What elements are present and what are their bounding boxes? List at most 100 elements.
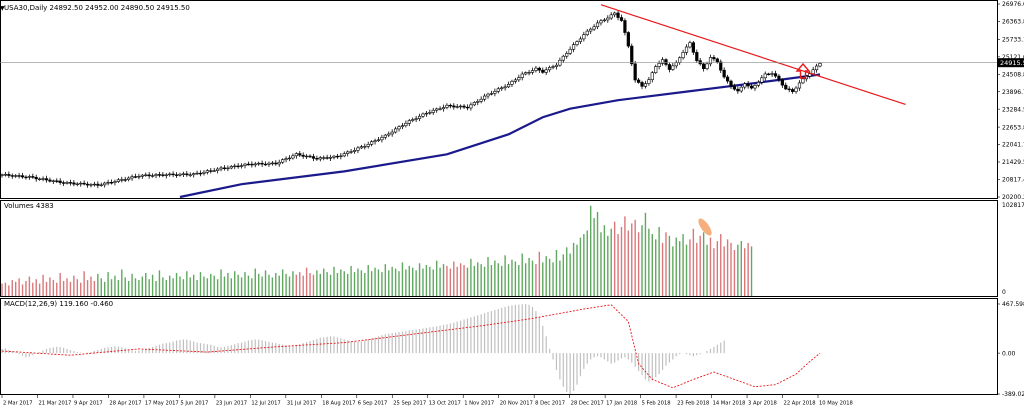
candle-body bbox=[517, 77, 521, 81]
candle-body bbox=[660, 59, 665, 64]
candle-body bbox=[571, 44, 576, 50]
candle-body bbox=[284, 158, 288, 161]
price-tick-label: 25121.00 bbox=[1002, 54, 1024, 61]
candle-body bbox=[212, 170, 216, 172]
moving-average-line bbox=[179, 73, 821, 199]
candle-body bbox=[441, 107, 446, 110]
candle-body bbox=[609, 14, 613, 19]
candle-body bbox=[397, 126, 401, 130]
candle-body bbox=[373, 140, 377, 143]
volume-panel-title: Volumes 4383 bbox=[4, 202, 54, 210]
candle-body bbox=[729, 80, 733, 87]
candle-body bbox=[715, 58, 719, 63]
candle-body bbox=[3, 174, 8, 176]
candle-body bbox=[794, 87, 798, 92]
macd-layer: 467.598 0.00 -389.024 bbox=[1, 301, 1024, 398]
time-tick-label: 8 Dec 2017 bbox=[535, 401, 565, 407]
candle-body bbox=[287, 157, 292, 160]
candle-body bbox=[253, 163, 257, 166]
candle-body bbox=[732, 86, 737, 90]
candle-body bbox=[294, 153, 298, 157]
candle-body bbox=[359, 146, 363, 149]
time-tick-label: 5 Jun 2017 bbox=[180, 401, 208, 407]
candle-body bbox=[568, 48, 572, 54]
candle-body bbox=[749, 85, 754, 89]
candle-body bbox=[414, 118, 418, 120]
candle-body bbox=[725, 76, 730, 82]
candle-body bbox=[595, 22, 600, 28]
candle-body bbox=[469, 104, 473, 109]
candle-body bbox=[92, 183, 97, 186]
candle-body bbox=[486, 93, 490, 97]
candle-body bbox=[650, 72, 654, 80]
candle-body bbox=[250, 163, 254, 166]
candle-body bbox=[407, 120, 411, 124]
candle-body bbox=[281, 159, 285, 163]
time-tick-label: 17 Jan 2018 bbox=[606, 401, 637, 407]
candle-body bbox=[257, 162, 261, 165]
candle-body bbox=[243, 163, 247, 166]
candle-body bbox=[352, 150, 357, 152]
macd-panel-frame bbox=[0, 298, 998, 395]
candle-body bbox=[767, 73, 771, 76]
candle-body bbox=[763, 73, 767, 79]
candle-body bbox=[103, 182, 107, 186]
candle-body bbox=[123, 179, 127, 181]
time-tick-label: 23 Jun 2017 bbox=[216, 401, 247, 407]
candle-body bbox=[322, 157, 326, 159]
price-tick-label: 26363.85 bbox=[1002, 19, 1024, 26]
volume-panel-frame bbox=[0, 200, 998, 297]
resistance-trendline bbox=[600, 4, 906, 106]
candle-body bbox=[380, 136, 384, 141]
candle-body bbox=[157, 174, 162, 176]
candle-body bbox=[133, 176, 138, 178]
price-panel-frame bbox=[0, 0, 998, 199]
volume-zero-label: 0 bbox=[1002, 289, 1006, 296]
candle-body bbox=[773, 73, 778, 77]
candle-body bbox=[44, 178, 49, 181]
time-tick-label: 17 May 2017 bbox=[145, 401, 179, 407]
candle-body bbox=[263, 163, 268, 166]
candle-body bbox=[599, 20, 603, 24]
candle-body bbox=[784, 84, 788, 90]
candle-body bbox=[127, 177, 131, 180]
candle-body bbox=[178, 173, 182, 176]
candle-body bbox=[34, 177, 38, 180]
candle-body bbox=[267, 162, 271, 165]
candle-body bbox=[455, 106, 459, 108]
candle-body bbox=[643, 83, 648, 87]
candle-body bbox=[411, 119, 415, 121]
price-axis: 20200.25 20817.40 21429.55 22041.70 22653.85… bbox=[997, 1, 1024, 201]
candle-body bbox=[616, 12, 620, 18]
candle-body bbox=[96, 183, 100, 186]
candle-body bbox=[513, 79, 517, 82]
candle-body bbox=[640, 82, 644, 87]
candle-body bbox=[55, 180, 59, 182]
candle-body bbox=[147, 174, 151, 177]
candle-body bbox=[346, 151, 350, 154]
time-tick-label: 1 Nov 2017 bbox=[464, 401, 494, 407]
macd-tick-label: -389.024 bbox=[1002, 391, 1024, 398]
candle-body bbox=[376, 139, 381, 142]
candle-body bbox=[527, 71, 531, 74]
candle-body bbox=[130, 176, 134, 179]
macd-tick-label: 467.598 bbox=[1002, 301, 1024, 308]
time-tick-label: 22 Apr 2018 bbox=[784, 401, 816, 407]
candle-body bbox=[274, 162, 278, 165]
symbol-dropdown-icon[interactable]: ▼ bbox=[0, 5, 5, 12]
candle-body bbox=[328, 157, 333, 159]
candle-body bbox=[712, 57, 716, 60]
candle-body bbox=[452, 105, 456, 108]
candle-body bbox=[10, 175, 14, 177]
breakout-arrow-icon bbox=[795, 62, 811, 79]
candle-body bbox=[383, 134, 387, 138]
candle-body bbox=[222, 167, 227, 169]
candle-body bbox=[161, 174, 165, 176]
candle-body bbox=[195, 172, 199, 175]
candle-body bbox=[58, 180, 62, 183]
candle-body bbox=[671, 65, 675, 70]
candle-body bbox=[705, 63, 709, 69]
candle-body bbox=[38, 178, 42, 180]
candle-body bbox=[602, 19, 606, 22]
